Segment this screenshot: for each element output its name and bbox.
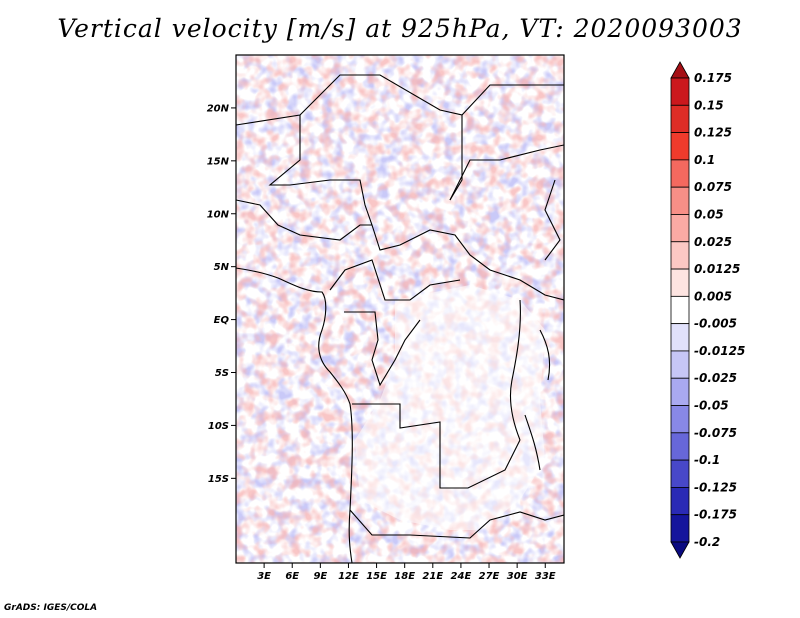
lon-tick-label: 15E <box>366 571 387 582</box>
lon-tick-label: 9E <box>313 571 327 582</box>
border-east-a <box>461 84 564 116</box>
grads-credit: GrADS: IGES/COLA <box>4 603 98 613</box>
colorbar-max-arrow <box>670 61 690 79</box>
colorbar-level-label: 0.005 <box>694 289 732 303</box>
colorbar-swatch <box>670 214 690 243</box>
coastline-west <box>236 267 353 563</box>
lat-tick-label: 15S <box>208 474 229 485</box>
lat-tick-label: 15N <box>207 156 230 167</box>
border-north-a <box>236 74 463 201</box>
border-north-b <box>268 115 373 226</box>
border-east-b <box>449 144 564 201</box>
lon-tick-label: 27E <box>479 571 500 582</box>
colorbar-swatch <box>670 295 690 325</box>
lon-tick-label: 33E <box>535 571 556 582</box>
colorbar-swatch <box>670 186 690 215</box>
colorbar-level-label: 0.1 <box>694 153 715 167</box>
colorbar-level-label: -0.2 <box>694 535 720 549</box>
colorbar-swatch <box>670 487 690 516</box>
colorbar-level-label: 0.05 <box>694 207 724 221</box>
colorbar-swatch <box>670 132 690 161</box>
lon-tick-label: 30E <box>507 571 528 582</box>
latitude-axis: 20N 15N 10N 5N EQ 5S 10S 15S <box>207 103 236 485</box>
colorbar-swatch <box>670 377 690 406</box>
lon-tick-label: 12E <box>338 571 359 582</box>
colorbar-level-label: 0.125 <box>694 126 732 140</box>
colorbar-min-arrow <box>670 541 690 559</box>
colorbar-swatch <box>670 405 690 434</box>
border-south-b <box>349 509 564 539</box>
colorbar-level-label: 0.0125 <box>694 262 740 276</box>
colorbar-level-label: 0.175 <box>694 71 732 85</box>
lat-tick-label: 5N <box>214 262 230 273</box>
lat-tick-label: 5S <box>215 368 229 379</box>
colorbar-swatch <box>670 350 690 379</box>
lon-tick-label: 3E <box>257 571 271 582</box>
colorbar-swatch <box>670 323 690 352</box>
colorbar-level-label: -0.075 <box>694 426 737 440</box>
colorbar-swatch <box>670 104 690 133</box>
colorbar-level-label: 0.025 <box>694 235 732 249</box>
country-borders <box>236 74 564 563</box>
lat-tick-label: 20N <box>207 103 230 114</box>
vertical-velocity-field <box>236 55 564 563</box>
lat-tick-label: EQ <box>214 315 230 326</box>
border-south-a <box>352 403 521 489</box>
colorbar-swatch <box>670 159 690 188</box>
colorbar-level-label: -0.1 <box>694 453 720 467</box>
lon-tick-label: 24E <box>451 571 472 582</box>
colorbar: 0.175 0.15 0.125 0.1 0.075 0.05 0.025 0.0125 0.0… <box>670 61 745 559</box>
colorbar-level-label: -0.175 <box>694 508 737 522</box>
map-title: Vertical velocity [m/s] at 925hPa, VT: 2… <box>57 14 743 43</box>
border-central-b <box>344 311 421 387</box>
longitude-axis: 3E 6E 9E 12E 15E 18E 21E 24E 27E 30E 33E <box>257 563 556 582</box>
lat-tick-label: 10N <box>207 209 230 220</box>
border-sahel <box>236 199 564 301</box>
colorbar-level-label: -0.0125 <box>694 344 745 358</box>
colorbar-swatch <box>670 432 690 461</box>
colorbar-level-label: -0.005 <box>694 317 737 331</box>
colorbar-level-label: -0.025 <box>694 371 737 385</box>
colorbar-swatch <box>670 459 690 488</box>
map-frame <box>235 54 565 564</box>
lon-tick-label: 18E <box>394 571 415 582</box>
colorbar-level-label: -0.125 <box>694 480 737 494</box>
colorbar-swatch <box>670 514 690 543</box>
lon-tick-label: 6E <box>285 571 299 582</box>
colorbar-level-label: 0.15 <box>694 98 724 112</box>
border-central-a <box>329 259 461 301</box>
border-east-c <box>544 179 561 261</box>
lake-region-lines <box>509 299 551 471</box>
colorbar-level-label: 0.075 <box>694 180 732 194</box>
lon-tick-label: 21E <box>422 571 443 582</box>
colorbar-swatch <box>670 268 690 297</box>
colorbar-swatch <box>670 241 690 270</box>
colorbar-swatch <box>670 77 690 106</box>
colorbar-level-label: -0.05 <box>694 399 729 413</box>
lat-tick-label: 10S <box>208 421 229 432</box>
